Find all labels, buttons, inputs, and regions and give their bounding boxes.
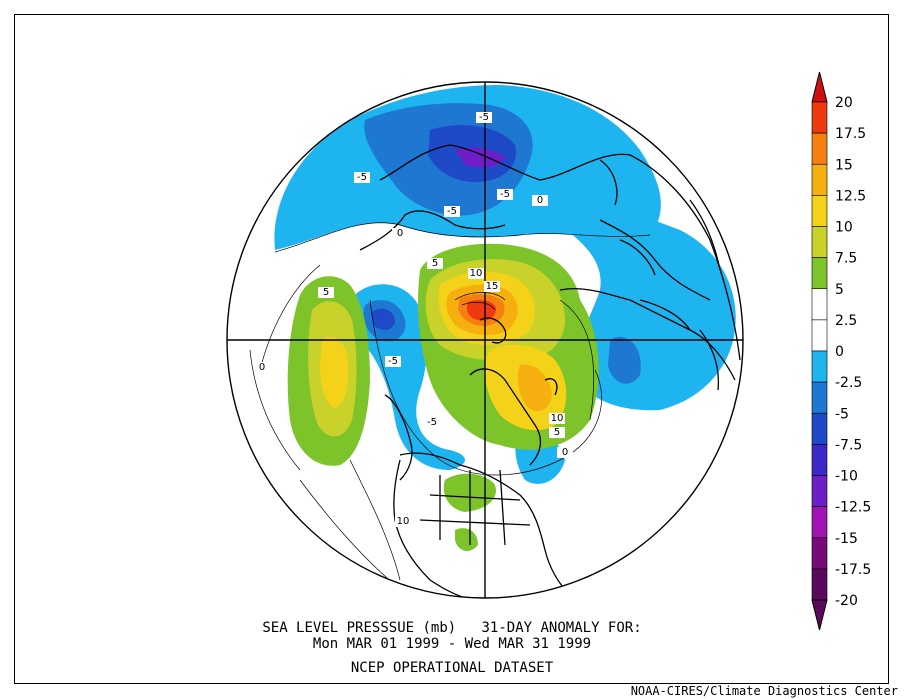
colorbar-label: -17.5 <box>835 562 871 578</box>
contour-label-bg <box>392 228 408 239</box>
contour-label: -5 <box>447 206 457 217</box>
contour-label: 10 <box>470 268 483 279</box>
colorbar-swatch <box>811 350 828 383</box>
contour-label-bg <box>484 281 500 292</box>
colorbar-top-cap <box>811 71 828 103</box>
colorbar-swatch <box>811 506 828 539</box>
map-title-line1: SEA LEVEL PRESSSUE (mb) 31-DAY ANOMALY F… <box>262 620 642 636</box>
colorbar-label: -2.5 <box>835 375 862 391</box>
contour-label-bg <box>427 258 443 269</box>
colorbar-label: -15 <box>835 531 858 547</box>
contour-label-bg <box>444 206 460 217</box>
coastlines <box>359 144 741 598</box>
colorbar-label: 7.5 <box>835 251 857 267</box>
contour-label: 5 <box>554 427 560 438</box>
contour-label-bg <box>385 356 401 367</box>
colorbar-swatch <box>811 568 828 601</box>
contour-label: -5 <box>479 112 489 123</box>
plot-frame <box>14 14 889 684</box>
colorbar-label: -20 <box>835 593 858 609</box>
contour-label: -5 <box>388 356 398 367</box>
contour-label-bg <box>395 516 411 527</box>
contour-label: 0 <box>259 362 265 373</box>
colorbar: 20 17.5 15 12.5 10 7.5 5 2.5 0 -2.5 -5 -7.5 -10 -12.5… <box>811 71 871 631</box>
map-title-line2: Mon MAR 01 1999 - Wed MAR 31 1999 <box>312 636 592 652</box>
colorbar-swatch <box>811 163 828 196</box>
contour-label-bg <box>532 195 548 206</box>
map-title-line3: NCEP OPERATIONAL DATASET <box>350 660 554 676</box>
colorbar-label: -5 <box>835 406 849 422</box>
contour-label-bg <box>497 189 513 200</box>
colorbar-label: 20 <box>835 95 853 111</box>
contour-label-bg <box>549 427 565 438</box>
colorbar-label: 17.5 <box>835 126 866 142</box>
colorbar-swatch <box>811 381 828 414</box>
contour-label-bg <box>476 112 492 123</box>
colorbar-swatch <box>811 537 828 570</box>
colorbar-label: 5 <box>835 282 844 298</box>
credit-text: NOAA-CIRES/Climate Diagnostics Center <box>630 684 898 698</box>
colorbar-swatch <box>811 101 828 134</box>
contour-label: 10 <box>551 413 564 424</box>
colorbar-swatch <box>811 257 828 290</box>
colorbar-swatch <box>811 195 828 227</box>
contour-label: 0 <box>562 447 568 458</box>
contour-label-bg <box>424 417 440 428</box>
colorbar-swatch <box>811 412 828 445</box>
colorbar-swatch <box>811 288 828 321</box>
colorbar-label: 10 <box>835 220 853 236</box>
contour-label: 0 <box>537 195 543 206</box>
colorbar-swatch <box>811 475 828 507</box>
colorbar-label: 12.5 <box>835 188 866 204</box>
contour-label-bg <box>354 172 370 183</box>
contour-label: 15 <box>486 281 499 292</box>
anomaly-negative-europe-core <box>608 336 641 384</box>
contour-label: 5 <box>432 258 438 269</box>
colorbar-swatch <box>811 319 828 352</box>
colorbar-label: 2.5 <box>835 313 857 329</box>
anomaly-negative-siberia-core3 <box>455 147 505 168</box>
contour-label-bg <box>557 447 573 458</box>
colorbar-swatch <box>811 226 828 258</box>
colorbar-label: 0 <box>835 344 844 360</box>
contour-label-bg <box>549 413 565 424</box>
contour-label: -5 <box>500 189 510 200</box>
colorbar-bottom-cap <box>811 599 828 631</box>
colorbar-label: -12.5 <box>835 500 871 516</box>
contour-label: 0 <box>397 228 403 239</box>
colorbar-swatch <box>811 132 828 165</box>
contour-label: -5 <box>357 172 367 183</box>
contour-label: 5 <box>323 287 329 298</box>
contour-label-bg <box>318 287 334 298</box>
contour-label-bg <box>468 268 484 279</box>
contour-label: 10 <box>397 516 410 527</box>
anomaly-negative-europe <box>560 200 736 411</box>
contour-lines <box>249 222 651 586</box>
colorbar-label: -10 <box>835 469 858 485</box>
colorbar-label: -7.5 <box>835 437 862 453</box>
contour-label: -5 <box>427 417 437 428</box>
colorbar-label: 15 <box>835 157 853 173</box>
contour-label-bg <box>254 362 270 373</box>
colorbar-swatch <box>811 444 828 476</box>
